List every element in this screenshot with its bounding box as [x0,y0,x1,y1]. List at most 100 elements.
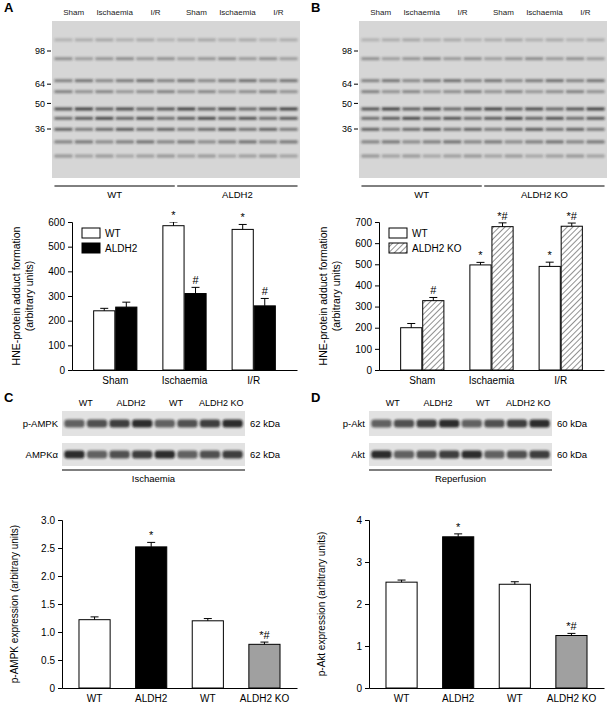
lane-label: Ischaemia [526,8,563,17]
blot-band [177,128,195,131]
legend-swatch [389,228,407,238]
blot-band [280,107,298,110]
blot-band [484,79,502,82]
blot-band [218,128,236,131]
blot-band [132,451,152,459]
blot-band [177,57,195,60]
blot-band [361,79,379,82]
blot-band [546,57,564,60]
y-axis-title: HNE-protein adduct formation [317,226,329,365]
panel: CWTALDH2WTALDH2 KOp-AMPK62 kDaAMPKα62 kD… [4,390,298,704]
blot-band [239,107,257,110]
blot-strip [62,411,245,436]
row-label: Akt [351,449,365,460]
significance-label: *# [567,210,578,222]
error-bar [502,223,503,227]
tick: 200 [48,315,72,326]
blot-band [198,117,216,120]
blot-band [443,90,461,93]
tick: 3.0 [41,515,62,526]
tick-mark [365,562,369,563]
marker-tick [47,51,51,52]
blot-band [525,90,543,93]
blot-band [566,90,584,93]
blot-band [525,140,543,143]
blot-band [382,38,400,41]
blot-band [505,107,523,110]
blot-band [239,90,257,93]
group-line [54,186,174,187]
blot-band [546,117,564,120]
blot-band [566,117,584,120]
blot-band [218,107,236,110]
blot-band [157,38,175,41]
panel: AShamIschaemiaI/RShamIschaemiaI/RWTALDH2… [4,0,300,386]
tick-label: 2.5 [41,543,55,554]
tick-mark [375,243,379,244]
panel-letter: D [311,390,320,405]
blot-band [177,420,197,428]
tick-mark [58,688,62,689]
tick-mark [68,345,72,346]
blot-strip [369,411,552,436]
blot-band [566,140,584,143]
tick-label: WT [200,693,216,704]
blot-band [198,57,216,60]
error-cap [511,581,519,582]
tick-mark [68,271,72,272]
x-axis: ShamIschaemiaI/R [73,370,298,386]
lane-label: Sham [370,8,391,17]
error-cap [398,580,406,581]
blot-band [462,451,482,459]
axis-line [68,223,73,371]
error-cap [122,302,130,303]
tick-mark [58,604,62,605]
tick: Sham [409,370,435,386]
row-label: p-Akt [343,418,366,429]
blot-band [484,117,502,120]
blot-band [382,90,400,93]
tick: 400 [355,280,379,291]
blot-band [546,79,564,82]
tick-label: 3.0 [41,515,55,526]
blot-band [54,107,72,110]
tick-mark [58,548,62,549]
marker-tick [47,84,51,85]
tick-mark [375,307,379,308]
blot-band [136,117,154,120]
blot-background [52,21,300,178]
tick: 3 [356,557,369,568]
blot-band [587,117,605,120]
blot-band [505,140,523,143]
blot-band [587,107,605,110]
marker-label: 36 [342,124,352,134]
blot-band [198,38,216,41]
error-bar [195,287,196,293]
blot-band [239,128,257,131]
y-axis-title: HNE-protein adduct formation [10,226,22,365]
error-cap [147,542,155,543]
tick: 700 [355,217,379,228]
tick-label: 200 [355,322,372,333]
blot-band [75,117,93,120]
blot-band [155,451,175,459]
blot-band [423,57,441,60]
blot-band [280,79,298,82]
tick-mark [365,520,369,521]
blot-band [443,140,461,143]
y-axis: 0100200300400500600700 [355,217,379,376]
tick-label: 2.0 [41,571,55,582]
blot-band [177,140,195,143]
blot-band [259,140,277,143]
lane-label: ALDH2 KO [506,398,551,408]
tick-mark [375,328,379,329]
blot-band [361,140,379,143]
panel: DWTALDH2WTALDH2 KOp-Akt60 kDaAkt60 kDaRe… [311,390,605,704]
blot-band [157,128,175,131]
tick: 300 [48,291,72,302]
bar [556,636,587,689]
blot-band [239,117,257,120]
lane-label: WT [79,398,93,408]
blot-band [75,38,93,41]
tick-label: 300 [48,291,65,302]
